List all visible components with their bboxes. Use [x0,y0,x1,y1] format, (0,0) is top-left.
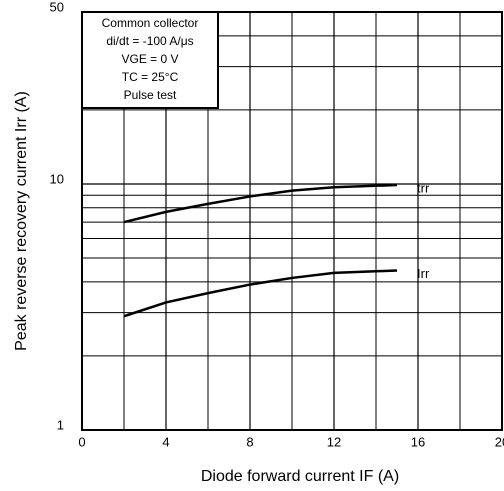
y-tick-label: 50 [50,0,64,14]
x-tick-label: 12 [327,434,341,449]
x-tick-label: 8 [246,434,253,449]
condition-text: TC = 25°C [122,70,179,84]
plot-frame [81,11,503,431]
x-tick-label: 20 [495,434,504,449]
series-line [123,183,398,224]
conditions-box [81,11,219,109]
y-axis-label: Peak reverse recovery current Irr (A) [13,91,30,351]
condition-text: VGE = 0 V [121,52,178,66]
condition-text: di/dt = -100 A/μs [106,34,193,48]
x-tick-label: 0 [78,434,85,449]
x-tick-label: 4 [162,434,169,449]
series-label: trr [417,180,430,195]
condition-text: Pulse test [124,88,177,102]
x-axis-label: Diode forward current IF (A) [201,468,399,485]
series-line [123,269,398,318]
x-tick-label: 16 [411,434,425,449]
y-tick-label: 10 [50,171,64,186]
series-label: Irr [417,266,430,281]
condition-text: Common collector [102,16,199,30]
y-tick-label: 1 [57,417,64,432]
